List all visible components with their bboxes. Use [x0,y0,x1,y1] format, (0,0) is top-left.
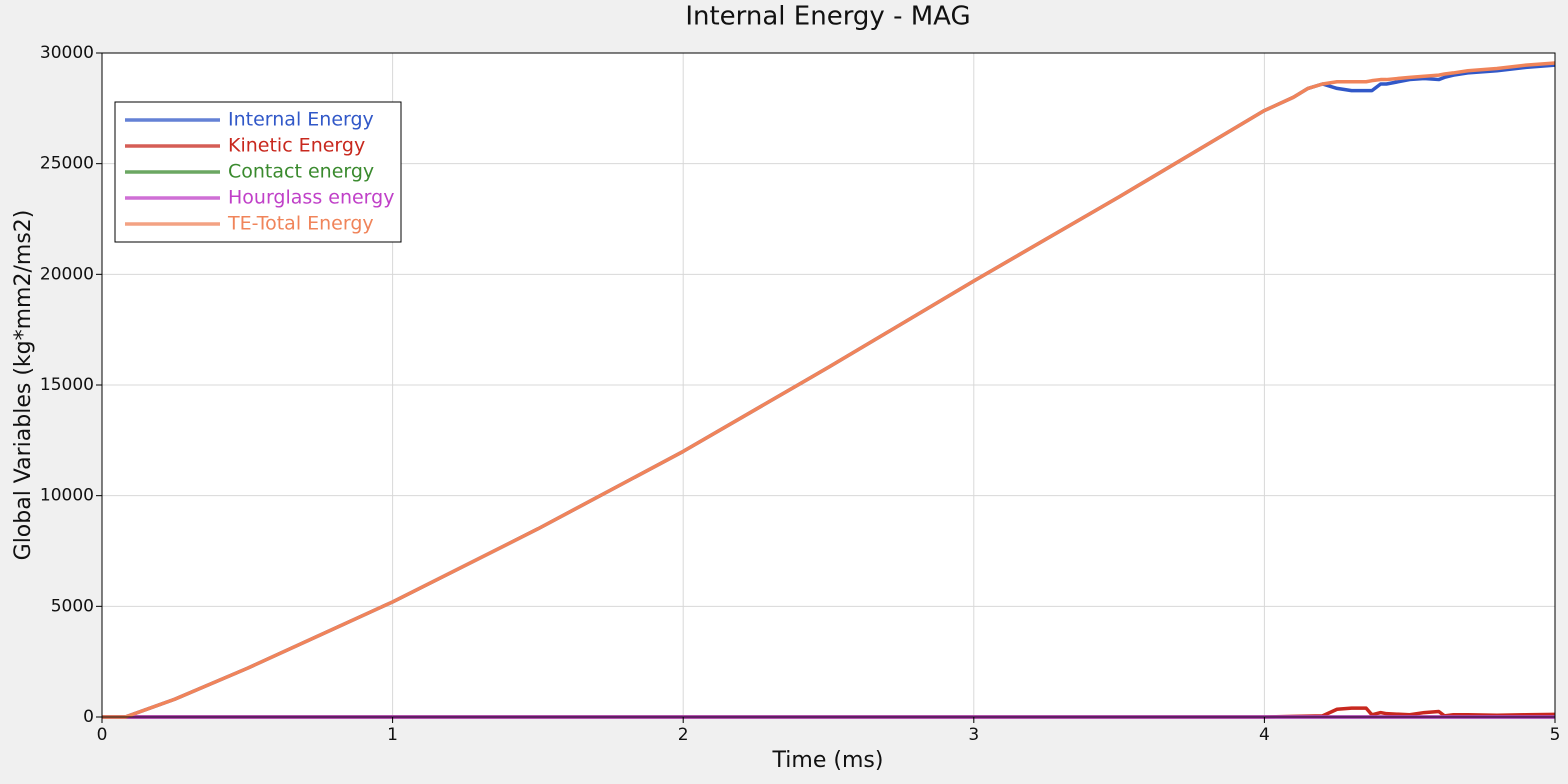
x-tick-label: 2 [678,725,689,745]
x-axis-label: Time (ms) [772,748,884,773]
x-tick-label: 3 [968,725,979,745]
chart-title: Internal Energy - MAG [685,2,970,32]
legend-label: Kinetic Energy [228,135,365,157]
y-tick-label: 25000 [40,154,94,174]
x-tick-label: 5 [1550,725,1561,745]
y-tick-label: 0 [83,707,94,727]
series-line [102,61,1556,719]
legend-label: Internal Energy [228,109,374,131]
legend-label: TE-Total Energy [227,213,374,235]
legend: Internal Energy Kinetic Energy Contact ene… [114,101,402,243]
y-tick-label: 10000 [40,486,94,506]
legend-label: Hourglass energy [228,187,394,209]
y-tick-label: 30000 [40,43,94,63]
x-tick-label: 4 [1259,725,1270,745]
y-tick-label: 15000 [40,375,94,395]
y-axis-label: Global Variables (kg*mm2/ms2) [11,210,36,561]
y-tick-label: 20000 [40,264,94,284]
x-tick-label: 0 [97,725,108,745]
x-tick-label: 1 [387,725,398,745]
legend-label: Contact energy [228,161,374,183]
y-tick-label: 5000 [51,596,94,616]
